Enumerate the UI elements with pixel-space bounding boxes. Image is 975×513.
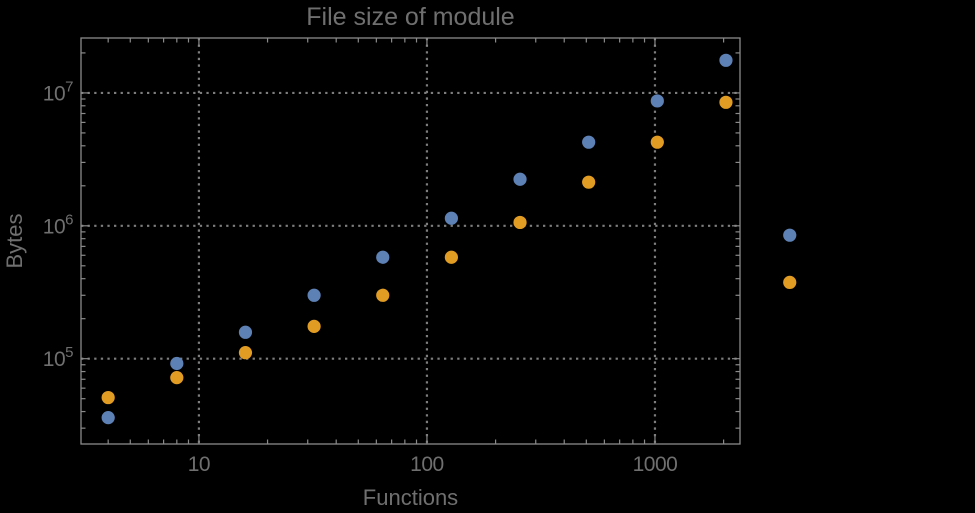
data-point-series-1 <box>650 94 664 108</box>
data-point-series-1 <box>513 172 527 186</box>
data-point-series-1 <box>783 228 797 242</box>
data-point-series-2 <box>238 346 253 360</box>
data-point-series-2 <box>170 371 184 385</box>
y-axis-title: Bytes <box>2 213 27 269</box>
x-tick-label: 10 <box>188 453 210 476</box>
data-point-series-2 <box>719 95 733 109</box>
data-point-series-1 <box>170 356 184 371</box>
data-point-series-1 <box>719 53 733 67</box>
y-tick-label: 107 <box>43 78 73 105</box>
data-point-series-2 <box>513 215 527 230</box>
plot-frame <box>80 37 741 445</box>
data-point-series-2 <box>783 275 797 290</box>
x-axis-title: Functions <box>362 485 459 510</box>
data-point-series-2 <box>582 175 596 189</box>
x-tick-label: 1000 <box>633 453 678 476</box>
data-point-series-1 <box>376 250 390 264</box>
chart-title: File size of module <box>306 3 515 31</box>
data-point-series-1 <box>238 325 253 339</box>
data-point-series-2 <box>650 135 664 149</box>
data-point-series-2 <box>307 319 321 333</box>
x-tick-label: 100 <box>410 453 444 476</box>
data-point-series-1 <box>307 288 321 302</box>
data-point-series-2 <box>376 288 390 302</box>
data-point-series-2 <box>444 250 458 264</box>
y-tick-label: 105 <box>43 344 73 371</box>
data-point-series-1 <box>101 411 115 425</box>
data-point-series-2 <box>101 390 115 405</box>
data-point-series-1 <box>444 211 458 225</box>
data-point-series-1 <box>582 135 596 149</box>
y-tick-label: 106 <box>43 211 73 238</box>
